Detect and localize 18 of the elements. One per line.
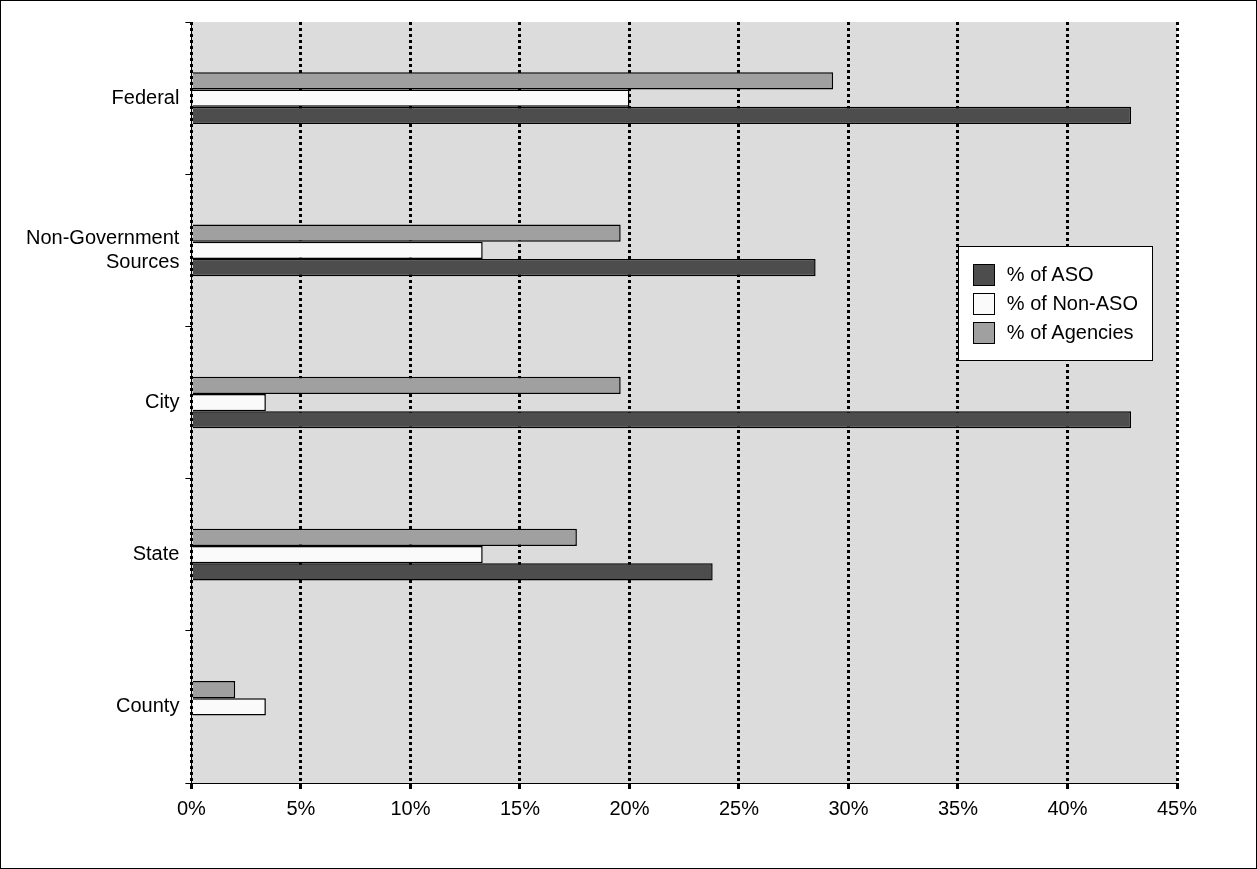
x-tick-label: 5%: [286, 796, 316, 819]
y-tick-label: County: [116, 694, 180, 717]
x-tick-label: 45%: [1156, 796, 1198, 819]
y-tick-label: City: [144, 390, 180, 413]
y-tick-label: Federal: [111, 85, 180, 108]
legend-label: % of Agencies: [1006, 321, 1134, 344]
x-tick-label: 10%: [390, 796, 431, 819]
x-tick-label: 35%: [937, 796, 979, 819]
legend-label: % of ASO: [1006, 263, 1094, 286]
y-tick-label: Non-Government Sources: [25, 225, 180, 272]
x-tick-label: 20%: [609, 796, 650, 819]
x-tick-label: 30%: [828, 796, 869, 819]
x-tick-label: 15%: [499, 796, 541, 819]
x-tick-label: 40%: [1047, 796, 1088, 819]
x-tick-label: 25%: [718, 796, 760, 819]
x-tick-label: 0%: [176, 796, 207, 819]
legend-label: % of Non-ASO: [1006, 292, 1138, 315]
y-tick-label: State: [132, 542, 180, 565]
